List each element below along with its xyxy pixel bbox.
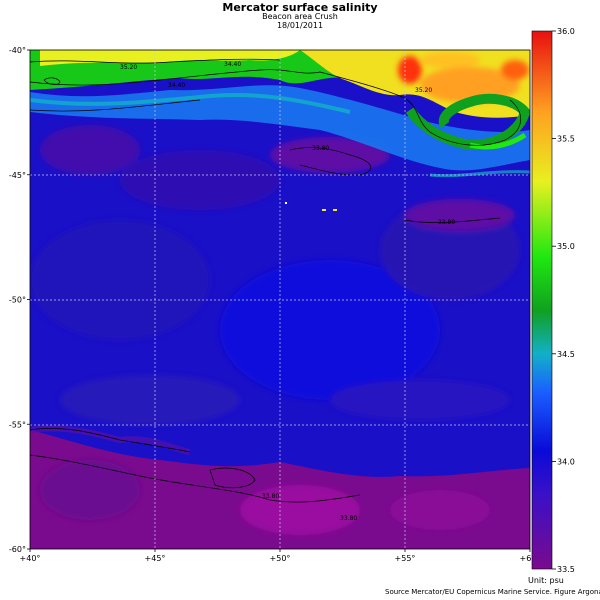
- map-title: Mercator surface salinity: [222, 1, 378, 14]
- contour-label: 33.80: [438, 219, 455, 226]
- colorbar-unit: Unit: psu: [528, 576, 564, 585]
- longitude-label: +40°: [20, 554, 41, 563]
- longitude-labels: +40° +45° +50° +55° +60°: [20, 549, 541, 563]
- colorbar-ticks: 36.0 35.5 35.0 34.5 34.0 33.5: [552, 27, 575, 574]
- contour-label: 33.80: [262, 493, 279, 500]
- longitude-label: +55°: [395, 554, 416, 563]
- longitude-label: +60°: [520, 554, 541, 563]
- colorbar-tick-label: 36.0: [557, 27, 575, 36]
- latitude-label: -50°: [9, 296, 26, 305]
- latitude-label: -45°: [9, 171, 26, 180]
- contour-label: 33.80: [312, 145, 329, 152]
- colorbar: [531, 30, 553, 570]
- latitude-label: -40°: [9, 46, 26, 55]
- latitude-label: -55°: [9, 420, 26, 429]
- contour-label: 34.40: [168, 82, 185, 89]
- latitude-label: -60°: [9, 545, 26, 554]
- longitude-label: +45°: [145, 554, 166, 563]
- colorbar-tick-label: 33.5: [557, 565, 575, 574]
- colorbar-tick-label: 34.0: [557, 457, 575, 466]
- map-subtitle: Beacon area Crush: [262, 12, 338, 21]
- map-date: 18/01/2011: [276, 21, 324, 30]
- contour-label: 34.40: [224, 61, 241, 68]
- source-credit: Source Mercator/EU Copernicus Marine Ser…: [385, 588, 600, 596]
- colorbar-tick-label: 34.5: [557, 350, 575, 359]
- colorbar-tick-label: 35.5: [557, 135, 575, 144]
- latitude-labels: -40° -45° -50° -55° -60°: [9, 46, 30, 554]
- contour-label: 35.20: [415, 87, 432, 94]
- longitude-label: +50°: [270, 554, 291, 563]
- contour-label: 35.20: [120, 64, 137, 71]
- contour-label: 33.80: [340, 515, 357, 522]
- colorbar-tick-label: 35.0: [557, 242, 575, 251]
- gridlines: [30, 50, 530, 549]
- contour-labels: 35.20 34.40 34.40 35.20 33.80 33.80 33.80 33.80: [120, 61, 455, 522]
